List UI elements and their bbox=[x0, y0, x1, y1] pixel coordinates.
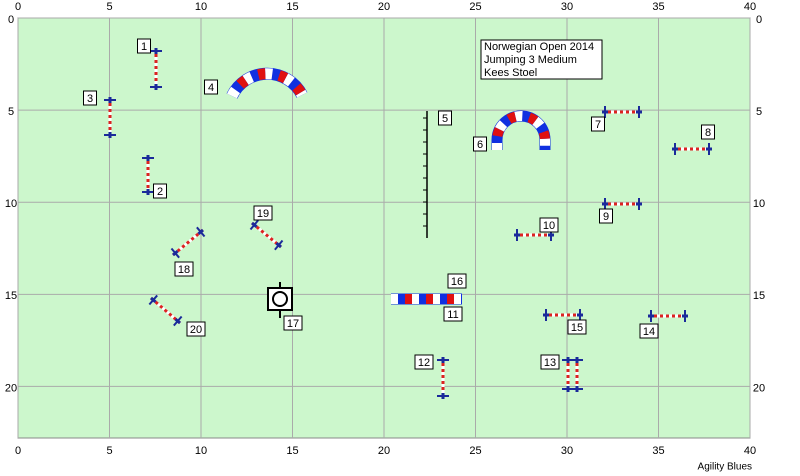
obstacle-label: 1 bbox=[141, 41, 147, 53]
y-tick-label: 15 bbox=[753, 290, 765, 302]
jump-wing bbox=[275, 242, 282, 249]
jump-wing bbox=[150, 296, 157, 304]
y-tick-label: 15 bbox=[5, 290, 17, 302]
x-tick-label: 15 bbox=[286, 445, 298, 457]
tire bbox=[272, 291, 288, 307]
tunnel bbox=[492, 111, 550, 150]
obstacle-label: 3 bbox=[87, 93, 93, 105]
obstacle-label-box bbox=[540, 354, 560, 370]
x-tick-label: 25 bbox=[469, 445, 481, 457]
x-tick-label: 5 bbox=[106, 445, 112, 457]
obstacle-label-box bbox=[599, 208, 613, 224]
jump-wing bbox=[172, 250, 179, 257]
info-line: Norwegian Open 2014 bbox=[484, 41, 594, 53]
tunnel bbox=[227, 68, 307, 99]
obstacle-label-box bbox=[174, 261, 194, 277]
jump-bar bbox=[172, 228, 204, 257]
obstacle-label: 8 bbox=[705, 127, 711, 139]
obstacle-label: 15 bbox=[571, 322, 583, 334]
y-tick-label: 0 bbox=[8, 14, 14, 26]
obstacle-label: 12 bbox=[418, 357, 430, 369]
jump-bar bbox=[150, 296, 181, 325]
obstacle-label-box bbox=[137, 38, 151, 54]
y-tick-label: 20 bbox=[753, 382, 765, 394]
obstacle-label: 20 bbox=[190, 324, 202, 336]
obstacle-label: 9 bbox=[603, 211, 609, 223]
obstacle-label-box bbox=[283, 315, 303, 331]
x-tick-label: 10 bbox=[195, 445, 207, 457]
obstacle-label: 18 bbox=[178, 264, 190, 276]
jump-wing bbox=[251, 221, 258, 228]
obstacle-label: 5 bbox=[442, 113, 448, 125]
obstacle-label-box bbox=[414, 354, 434, 370]
obstacle-label: 13 bbox=[544, 357, 556, 369]
jump-bar bbox=[251, 221, 282, 249]
obstacle-label: 10 bbox=[543, 220, 555, 232]
jump-wing bbox=[197, 228, 204, 235]
x-tick-label: 10 bbox=[195, 1, 207, 13]
info-line: Jumping 3 Medium bbox=[484, 54, 577, 66]
obstacle-label-box bbox=[473, 136, 487, 152]
x-tick-label: 20 bbox=[378, 1, 390, 13]
x-tick-label: 0 bbox=[15, 1, 21, 13]
obstacle-label: 7 bbox=[595, 119, 601, 131]
obstacle-label-box bbox=[701, 124, 715, 140]
jump-wing bbox=[174, 317, 181, 325]
info-line: Kees Stoel bbox=[484, 67, 537, 79]
obstacle-label-box bbox=[438, 110, 452, 126]
x-tick-label: 20 bbox=[378, 445, 390, 457]
y-tick-label: 5 bbox=[756, 106, 762, 118]
y-tick-label: 20 bbox=[5, 382, 17, 394]
obstacle-label: 17 bbox=[287, 318, 299, 330]
x-tick-label: 5 bbox=[106, 1, 112, 13]
obstacle-label: 14 bbox=[643, 326, 655, 338]
obstacle-label-box bbox=[83, 90, 97, 106]
y-tick-label: 10 bbox=[5, 198, 17, 210]
obstacle-label: 11 bbox=[447, 309, 458, 321]
obstacle-label: 16 bbox=[451, 276, 463, 288]
y-tick-label: 0 bbox=[756, 14, 762, 26]
obstacle-label: 2 bbox=[157, 186, 163, 198]
footer: Agility Blues bbox=[698, 462, 752, 473]
y-tick-label: 10 bbox=[753, 198, 765, 210]
obstacle-label: 6 bbox=[477, 139, 483, 151]
tunnel bbox=[492, 111, 550, 150]
x-tick-label: 35 bbox=[652, 445, 664, 457]
obstacle-label-box bbox=[539, 217, 559, 233]
obstacle-label-box bbox=[253, 205, 273, 221]
obstacle-label: 19 bbox=[257, 208, 269, 220]
obstacle-label-box bbox=[639, 323, 659, 339]
obstacle-label-box bbox=[567, 319, 587, 335]
x-tick-label: 30 bbox=[561, 445, 573, 457]
obstacle-label: 4 bbox=[208, 82, 214, 94]
x-tick-label: 35 bbox=[652, 1, 664, 13]
x-tick-label: 15 bbox=[286, 1, 298, 13]
obstacle-label-box bbox=[204, 79, 218, 95]
obstacle-label-box bbox=[153, 183, 167, 199]
info-box bbox=[480, 39, 603, 80]
obstacle-label-box bbox=[591, 116, 605, 132]
obstacle-label-box bbox=[186, 321, 206, 337]
x-tick-label: 30 bbox=[561, 1, 573, 13]
obstacle-label-box bbox=[447, 273, 467, 289]
y-tick-label: 5 bbox=[8, 106, 14, 118]
x-tick-label: 0 bbox=[15, 445, 21, 457]
x-tick-label: 40 bbox=[744, 1, 756, 13]
x-tick-label: 25 bbox=[469, 1, 481, 13]
obstacle-label-box bbox=[443, 306, 463, 322]
x-tick-label: 40 bbox=[744, 445, 756, 457]
